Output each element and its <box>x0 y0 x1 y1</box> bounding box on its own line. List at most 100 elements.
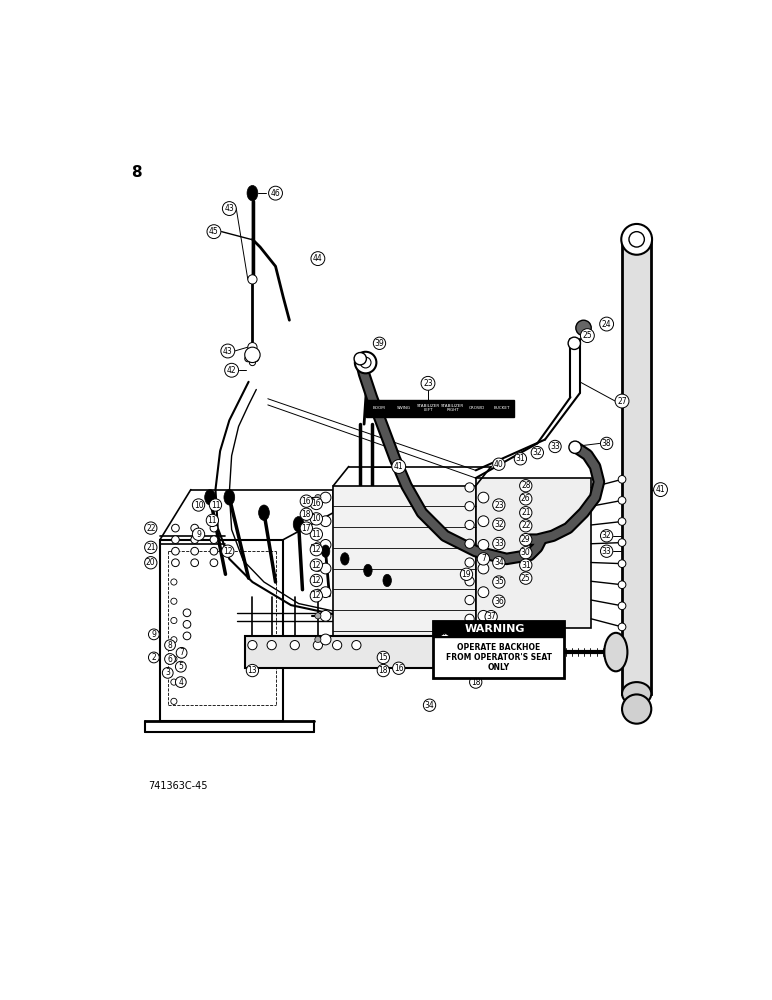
Circle shape <box>654 483 668 497</box>
Circle shape <box>493 458 505 470</box>
Circle shape <box>222 202 236 215</box>
Bar <box>433 620 564 637</box>
Circle shape <box>313 641 323 650</box>
Text: 27: 27 <box>618 397 627 406</box>
Text: 9: 9 <box>151 630 156 639</box>
Text: 33: 33 <box>494 539 503 548</box>
Text: 16: 16 <box>312 499 321 508</box>
Circle shape <box>320 634 331 645</box>
Circle shape <box>246 664 259 677</box>
Text: 43: 43 <box>223 347 232 356</box>
Text: 15: 15 <box>378 653 388 662</box>
Circle shape <box>171 536 179 544</box>
Circle shape <box>315 494 321 501</box>
Circle shape <box>248 641 257 650</box>
Circle shape <box>171 656 177 662</box>
Circle shape <box>148 652 159 663</box>
Circle shape <box>493 595 505 607</box>
Bar <box>367 400 514 417</box>
Circle shape <box>520 547 532 559</box>
Circle shape <box>520 507 532 519</box>
Circle shape <box>191 536 198 544</box>
Circle shape <box>514 453 527 465</box>
Ellipse shape <box>247 185 258 201</box>
Circle shape <box>478 563 489 574</box>
Circle shape <box>225 363 239 377</box>
Circle shape <box>535 647 547 660</box>
Text: 40: 40 <box>494 460 503 469</box>
Circle shape <box>315 636 321 643</box>
Text: OPERATE BACKHOE: OPERATE BACKHOE <box>457 643 540 652</box>
Text: 41: 41 <box>394 462 404 471</box>
Circle shape <box>245 347 260 363</box>
Text: STABILIZER
RIGHT: STABILIZER RIGHT <box>441 404 464 412</box>
Text: 12: 12 <box>312 561 321 570</box>
Circle shape <box>210 524 218 532</box>
Circle shape <box>478 516 489 527</box>
Circle shape <box>183 609 191 617</box>
Circle shape <box>249 359 256 366</box>
Ellipse shape <box>364 564 372 577</box>
Circle shape <box>320 492 331 503</box>
Circle shape <box>618 560 626 568</box>
Text: 21: 21 <box>146 543 155 552</box>
Circle shape <box>618 602 626 610</box>
Circle shape <box>423 699 435 711</box>
Circle shape <box>210 559 218 567</box>
Text: 31: 31 <box>521 561 530 570</box>
Circle shape <box>176 647 187 658</box>
Text: 8: 8 <box>130 165 141 180</box>
Text: 18: 18 <box>302 510 311 519</box>
Circle shape <box>568 337 581 349</box>
Circle shape <box>493 537 505 550</box>
Circle shape <box>175 677 186 687</box>
Text: BOOM: BOOM <box>372 406 385 410</box>
Circle shape <box>183 632 191 640</box>
Text: 34: 34 <box>494 558 503 567</box>
Circle shape <box>267 641 276 650</box>
Circle shape <box>207 225 221 239</box>
Circle shape <box>248 275 257 284</box>
Circle shape <box>361 357 371 368</box>
Circle shape <box>191 524 198 532</box>
Ellipse shape <box>340 553 349 565</box>
Circle shape <box>191 559 198 567</box>
Circle shape <box>333 641 342 650</box>
Circle shape <box>311 252 325 266</box>
Circle shape <box>310 543 323 556</box>
Circle shape <box>520 480 532 492</box>
Circle shape <box>352 641 361 650</box>
Text: 18: 18 <box>471 678 480 687</box>
Circle shape <box>310 497 323 510</box>
Circle shape <box>144 557 157 569</box>
Circle shape <box>171 617 177 624</box>
Text: 13: 13 <box>248 666 257 675</box>
Text: 36: 36 <box>494 597 503 606</box>
Text: 5: 5 <box>178 662 183 671</box>
Circle shape <box>601 545 613 557</box>
Text: 4: 4 <box>178 678 183 687</box>
Text: 34: 34 <box>425 701 435 710</box>
Ellipse shape <box>224 490 235 505</box>
Circle shape <box>162 667 173 678</box>
Circle shape <box>210 536 218 544</box>
Circle shape <box>290 641 300 650</box>
Text: 32: 32 <box>533 448 542 457</box>
Text: 18: 18 <box>378 666 388 675</box>
Text: 33: 33 <box>601 547 611 556</box>
Text: 12: 12 <box>312 545 321 554</box>
Circle shape <box>393 662 405 674</box>
Text: 45: 45 <box>209 227 218 236</box>
Circle shape <box>171 524 179 532</box>
Bar <box>433 620 564 678</box>
Text: 33: 33 <box>550 442 560 451</box>
Text: STABILIZER
LEFT: STABILIZER LEFT <box>416 404 439 412</box>
Circle shape <box>465 539 474 548</box>
Text: BUCKET: BUCKET <box>493 406 510 410</box>
Text: 47: 47 <box>537 649 546 658</box>
Text: 741363C-45: 741363C-45 <box>148 781 208 791</box>
Text: 10: 10 <box>194 500 203 510</box>
Text: 29: 29 <box>521 535 530 544</box>
Ellipse shape <box>604 633 628 671</box>
Circle shape <box>460 568 472 580</box>
